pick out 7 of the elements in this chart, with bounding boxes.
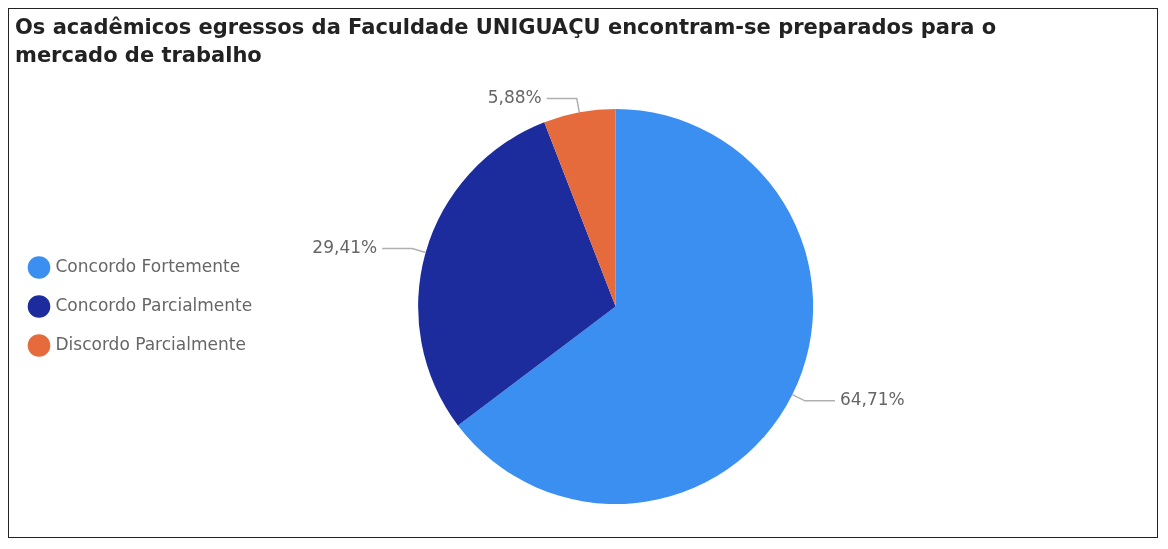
data-label: 5,88%: [487, 87, 542, 108]
legend-label: Discordo Parcialmente: [55, 333, 246, 354]
legend-label: Concordo Fortemente: [55, 255, 241, 276]
data-label: 64,71%: [839, 389, 905, 410]
legend-label: Concordo Parcialmente: [55, 294, 253, 315]
chart-title: Os acadêmicos egressos da Faculdade UNIGUAÇU encontram-se preparados para o mercado de trabalho: [14, 14, 998, 69]
data-label: 29,41%: [312, 237, 378, 257]
